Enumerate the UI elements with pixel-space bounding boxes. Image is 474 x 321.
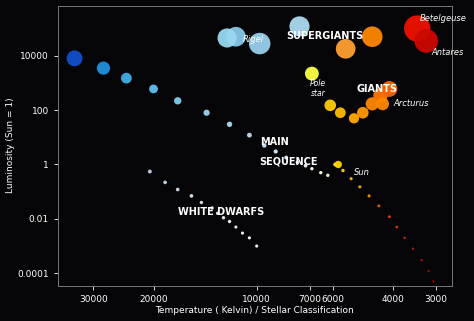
Point bbox=[377, 93, 384, 98]
Point bbox=[317, 170, 325, 175]
Text: GIANTS: GIANTS bbox=[357, 84, 398, 94]
Point bbox=[418, 258, 426, 263]
Point bbox=[253, 244, 260, 249]
Point bbox=[342, 46, 349, 51]
Point bbox=[261, 143, 268, 148]
Text: WHITE DWARFS: WHITE DWARFS bbox=[178, 207, 264, 217]
Text: SEQUENCE: SEQUENCE bbox=[260, 156, 318, 166]
Point bbox=[393, 224, 401, 230]
Point bbox=[302, 163, 310, 168]
Point bbox=[375, 203, 383, 208]
Point bbox=[347, 176, 355, 181]
Point bbox=[365, 193, 373, 198]
Point bbox=[350, 116, 358, 121]
Point bbox=[401, 235, 409, 240]
Point bbox=[239, 230, 246, 236]
Text: Arcturus: Arcturus bbox=[393, 99, 428, 108]
Point bbox=[123, 75, 130, 81]
Point bbox=[331, 162, 339, 167]
Point bbox=[232, 34, 240, 39]
Point bbox=[283, 155, 290, 160]
Point bbox=[161, 180, 169, 185]
Point bbox=[385, 86, 393, 91]
Point bbox=[359, 110, 366, 115]
Point bbox=[337, 110, 344, 115]
X-axis label: Temperature ( Kelvin) / Stellar Classification: Temperature ( Kelvin) / Stellar Classifi… bbox=[155, 307, 354, 316]
Point bbox=[208, 205, 216, 211]
Point bbox=[294, 160, 301, 165]
Point bbox=[425, 269, 432, 274]
Point bbox=[327, 103, 334, 108]
Point bbox=[198, 200, 205, 205]
Point bbox=[335, 162, 342, 167]
Point bbox=[203, 110, 210, 115]
Point bbox=[429, 279, 437, 284]
Point bbox=[188, 193, 195, 198]
Point bbox=[368, 34, 376, 39]
Point bbox=[226, 122, 233, 127]
Point bbox=[308, 166, 316, 171]
Point bbox=[246, 235, 253, 240]
Point bbox=[150, 86, 157, 91]
Point bbox=[379, 101, 386, 106]
Point bbox=[385, 214, 393, 219]
Point bbox=[219, 215, 227, 220]
Point bbox=[272, 149, 280, 154]
Point bbox=[409, 246, 417, 251]
Point bbox=[256, 41, 264, 46]
Text: Betelgeuse: Betelgeuse bbox=[419, 14, 466, 23]
Point bbox=[368, 101, 376, 106]
Point bbox=[413, 26, 421, 31]
Point bbox=[422, 39, 430, 44]
Point bbox=[296, 24, 303, 29]
Text: SUPERGIANTS: SUPERGIANTS bbox=[286, 30, 364, 40]
Point bbox=[223, 35, 231, 40]
Point bbox=[71, 56, 78, 61]
Point bbox=[308, 71, 316, 76]
Text: Pole
star: Pole star bbox=[310, 79, 326, 98]
Point bbox=[174, 187, 182, 192]
Text: Sun: Sun bbox=[354, 168, 370, 177]
Text: Antares: Antares bbox=[431, 48, 464, 56]
Text: Rigel: Rigel bbox=[243, 35, 264, 44]
Point bbox=[339, 168, 347, 173]
Point bbox=[100, 65, 107, 71]
Point bbox=[146, 169, 154, 174]
Text: MAIN: MAIN bbox=[260, 137, 288, 147]
Point bbox=[214, 211, 221, 216]
Point bbox=[226, 219, 233, 224]
Point bbox=[246, 133, 253, 138]
Point bbox=[324, 173, 332, 178]
Point bbox=[232, 224, 240, 230]
Point bbox=[174, 98, 182, 103]
Point bbox=[356, 184, 364, 189]
Y-axis label: Luminosity (Sun = 1): Luminosity (Sun = 1) bbox=[6, 98, 15, 194]
